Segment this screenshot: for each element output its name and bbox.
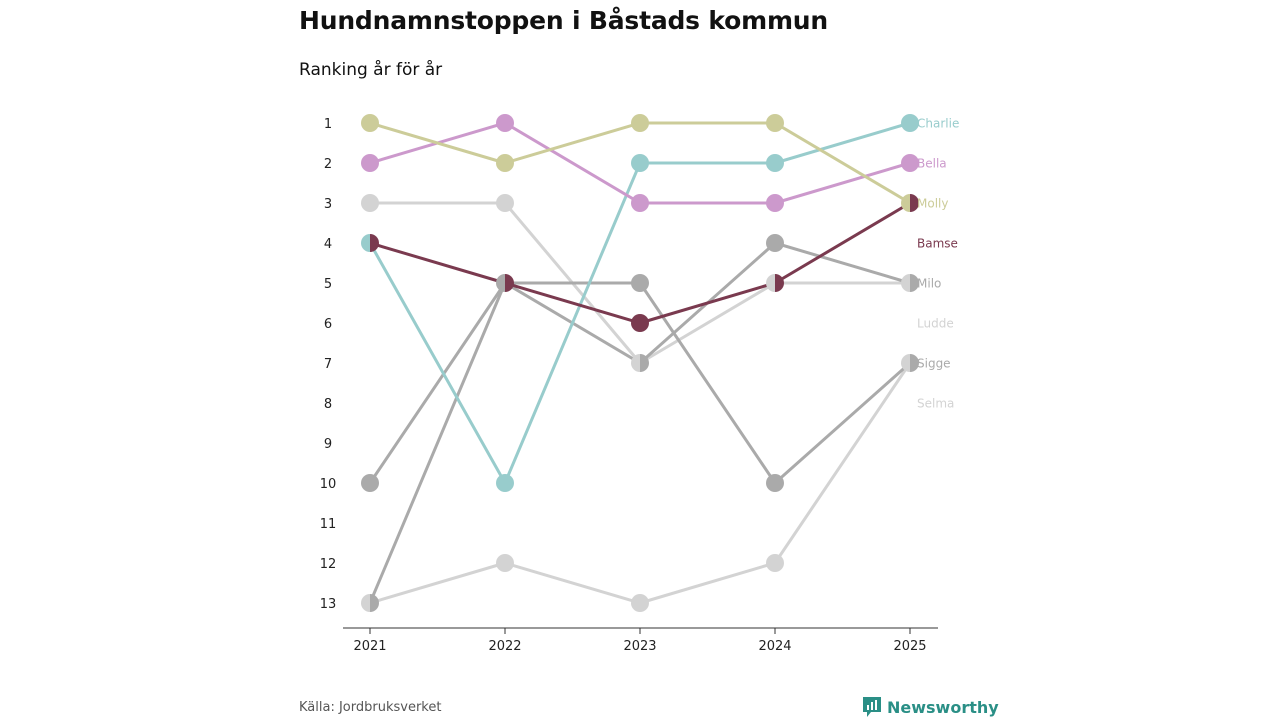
point-selma <box>766 554 784 572</box>
y-tick-label: 5 <box>324 277 332 292</box>
x-tick-label: 2025 <box>893 639 926 654</box>
end-label-charlie: Charlie <box>917 117 959 131</box>
point-selma <box>631 594 649 612</box>
point-milo <box>910 354 919 372</box>
point-milo <box>631 274 649 292</box>
end-label-selma: Selma <box>917 397 954 411</box>
series-dots <box>361 114 919 612</box>
point-selma <box>361 594 370 612</box>
y-tick-label: 8 <box>324 397 332 412</box>
y-tick-label: 12 <box>320 557 337 572</box>
point-sigge <box>766 234 784 252</box>
point-sigge <box>640 354 649 372</box>
point-molly <box>631 114 649 132</box>
point-sigge <box>496 274 505 292</box>
point-bamse <box>775 274 784 292</box>
y-tick-label: 3 <box>324 197 332 212</box>
point-ludde <box>361 194 379 212</box>
series-line-milo <box>368 281 911 485</box>
series-line-sigge <box>368 241 911 604</box>
point-molly <box>361 114 379 132</box>
point-milo <box>361 474 379 492</box>
point-charlie <box>631 154 649 172</box>
end-label-molly: Molly <box>917 197 948 211</box>
y-tick-label: 9 <box>324 437 332 452</box>
point-ludde <box>766 274 775 292</box>
point-charlie <box>496 474 514 492</box>
x-tick-label: 2024 <box>758 639 791 654</box>
y-tick-label: 10 <box>320 477 337 492</box>
x-tick-label: 2022 <box>488 639 521 654</box>
point-bella <box>361 154 379 172</box>
series-line-charlie <box>368 121 911 485</box>
y-tick-label: 7 <box>324 357 332 372</box>
point-ludde <box>901 274 910 292</box>
end-label-ludde: Ludde <box>917 317 954 331</box>
brand-name: Newsworthy <box>887 697 999 717</box>
newsworthy-logo-icon <box>863 697 881 717</box>
point-charlie <box>361 234 370 252</box>
point-molly <box>901 194 910 212</box>
end-label-bamse: Bamse <box>917 237 958 251</box>
point-bamse <box>910 194 919 212</box>
source-note: Källa: Jordbruksverket <box>299 700 442 715</box>
end-label-bella: Bella <box>917 157 947 171</box>
point-bamse <box>370 234 379 252</box>
y-tick-label: 4 <box>324 237 332 252</box>
y-tick-label: 6 <box>324 317 332 332</box>
end-label-milo: Milo <box>917 277 941 291</box>
point-selma <box>496 554 514 572</box>
series-line-selma <box>369 362 912 605</box>
point-charlie <box>766 154 784 172</box>
point-bamse <box>631 314 649 332</box>
chart-subtitle: Ranking år för år <box>299 60 443 80</box>
end-label-sigge: Sigge <box>917 357 951 371</box>
chart-title: Hundnamnstoppen i Båstads kommun <box>299 6 828 35</box>
point-bella <box>631 194 649 212</box>
point-sigge <box>910 274 919 292</box>
point-sigge <box>370 594 379 612</box>
series-line-bamse <box>369 201 911 325</box>
brand-logo[interactable]: Newsworthy <box>862 696 999 718</box>
x-tick-label: 2023 <box>623 639 656 654</box>
y-tick-label: 11 <box>320 517 337 532</box>
y-tick-label: 2 <box>324 157 332 172</box>
point-molly <box>766 114 784 132</box>
point-bamse <box>505 274 514 292</box>
point-milo <box>766 474 784 492</box>
point-bella <box>496 114 514 132</box>
point-ludde <box>631 354 640 372</box>
point-ludde <box>496 194 514 212</box>
point-molly <box>496 154 514 172</box>
point-bella <box>766 194 784 212</box>
point-bella <box>901 154 919 172</box>
x-tick-label: 2021 <box>353 639 386 654</box>
point-selma <box>901 354 910 372</box>
series-end-labels: Charlie Bella Molly Bamse Milo Ludde Sigge Selm… <box>917 117 959 411</box>
point-charlie <box>901 114 919 132</box>
y-tick-label: 1 <box>324 117 332 132</box>
y-tick-label: 13 <box>320 597 337 612</box>
